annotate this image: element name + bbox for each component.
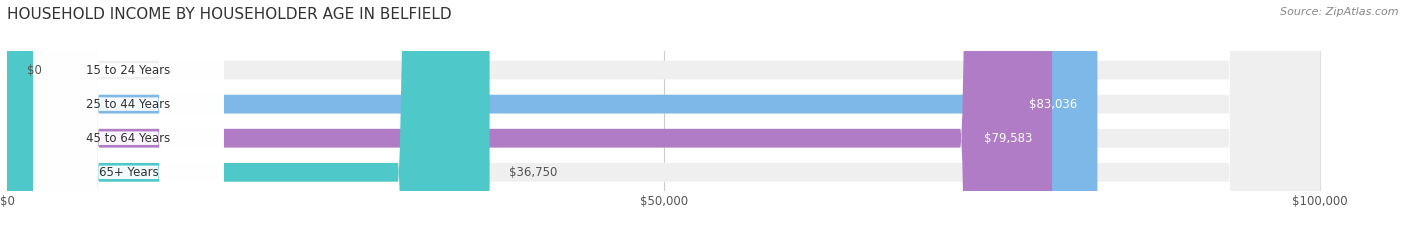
FancyBboxPatch shape [7, 0, 1320, 233]
FancyBboxPatch shape [34, 0, 224, 233]
FancyBboxPatch shape [7, 0, 1320, 233]
FancyBboxPatch shape [34, 0, 224, 233]
Text: HOUSEHOLD INCOME BY HOUSEHOLDER AGE IN BELFIELD: HOUSEHOLD INCOME BY HOUSEHOLDER AGE IN B… [7, 7, 451, 22]
Text: 65+ Years: 65+ Years [98, 166, 159, 179]
FancyBboxPatch shape [7, 0, 489, 233]
FancyBboxPatch shape [34, 0, 224, 233]
Text: 15 to 24 Years: 15 to 24 Years [86, 64, 170, 76]
Text: 45 to 64 Years: 45 to 64 Years [86, 132, 170, 145]
FancyBboxPatch shape [7, 0, 1320, 233]
Text: $36,750: $36,750 [509, 166, 558, 179]
FancyBboxPatch shape [34, 0, 224, 233]
FancyBboxPatch shape [7, 0, 1052, 233]
FancyBboxPatch shape [7, 0, 1098, 233]
FancyBboxPatch shape [7, 0, 1320, 233]
Text: $0: $0 [27, 64, 42, 76]
Text: 25 to 44 Years: 25 to 44 Years [86, 98, 170, 111]
Text: $83,036: $83,036 [1029, 98, 1078, 111]
Text: Source: ZipAtlas.com: Source: ZipAtlas.com [1281, 7, 1399, 17]
Text: $79,583: $79,583 [984, 132, 1032, 145]
